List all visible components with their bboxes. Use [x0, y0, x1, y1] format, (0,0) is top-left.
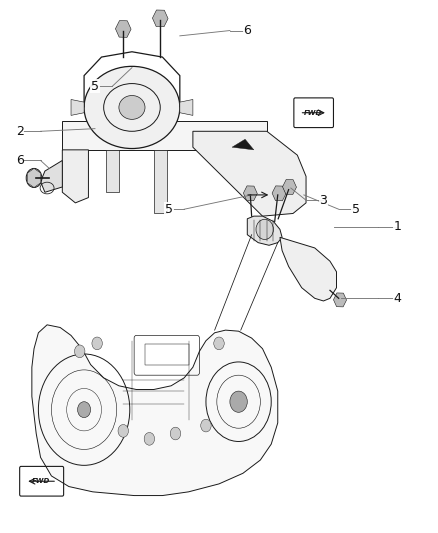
Text: 1: 1 — [393, 220, 401, 233]
Polygon shape — [62, 150, 88, 203]
Polygon shape — [71, 100, 84, 115]
Polygon shape — [247, 216, 282, 245]
Text: 6: 6 — [16, 154, 24, 167]
Circle shape — [214, 337, 224, 350]
Text: FWD: FWD — [32, 478, 49, 484]
Polygon shape — [154, 150, 167, 214]
Circle shape — [26, 168, 42, 188]
Circle shape — [170, 427, 181, 440]
Text: 5: 5 — [352, 203, 360, 216]
Circle shape — [118, 424, 128, 437]
Text: 4: 4 — [393, 292, 401, 305]
Text: 3: 3 — [319, 193, 327, 207]
Circle shape — [78, 402, 91, 418]
Polygon shape — [232, 139, 254, 150]
Ellipse shape — [119, 95, 145, 119]
Text: 6: 6 — [244, 24, 251, 37]
Circle shape — [92, 337, 102, 350]
Polygon shape — [280, 237, 336, 301]
Ellipse shape — [256, 219, 273, 239]
Circle shape — [74, 345, 85, 358]
Polygon shape — [193, 131, 306, 216]
Polygon shape — [41, 160, 62, 192]
Polygon shape — [106, 150, 119, 192]
Text: FWD: FWD — [304, 110, 322, 116]
Text: 2: 2 — [16, 125, 24, 138]
Polygon shape — [180, 100, 193, 115]
Text: 5: 5 — [165, 203, 173, 216]
Circle shape — [201, 419, 211, 432]
Ellipse shape — [84, 66, 180, 149]
Text: 5: 5 — [91, 80, 99, 93]
Circle shape — [144, 432, 155, 445]
Polygon shape — [32, 325, 278, 496]
FancyBboxPatch shape — [62, 120, 267, 150]
Circle shape — [230, 391, 247, 413]
